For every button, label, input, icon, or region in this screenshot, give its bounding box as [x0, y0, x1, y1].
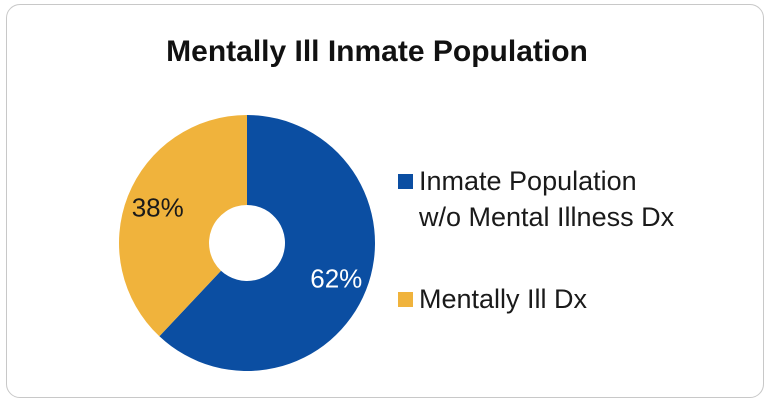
legend-label-no-mental-illness: Inmate Population w/o Mental Illness Dx — [419, 163, 674, 235]
legend-label-line: Mentally Ill Dx — [419, 284, 588, 314]
pie-slice-mentally-ill-dx — [119, 115, 247, 337]
chart-title: Mentally Ill Inmate Population — [166, 35, 588, 68]
data-label-mentally-ill-dx: 38% — [132, 193, 184, 223]
data-label-inmate-population-w-o-mental-illness-dx: 62% — [310, 263, 362, 293]
pie-slice-inmate-population-w-o-mental-illness-dx — [159, 115, 375, 371]
legend-swatch-no-mental-illness — [398, 174, 413, 189]
legend-label-line: w/o Mental Illness Dx — [419, 202, 675, 232]
legend-label-mentally-ill: Mentally Ill Dx — [419, 281, 587, 317]
legend-label-line: Inmate Population — [419, 166, 637, 196]
legend-item-no-mental-illness: Inmate Population w/o Mental Illness Dx — [398, 163, 748, 235]
legend-item-mentally-ill: Mentally Ill Dx — [398, 281, 748, 317]
legend-swatch-mentally-ill — [398, 292, 413, 307]
